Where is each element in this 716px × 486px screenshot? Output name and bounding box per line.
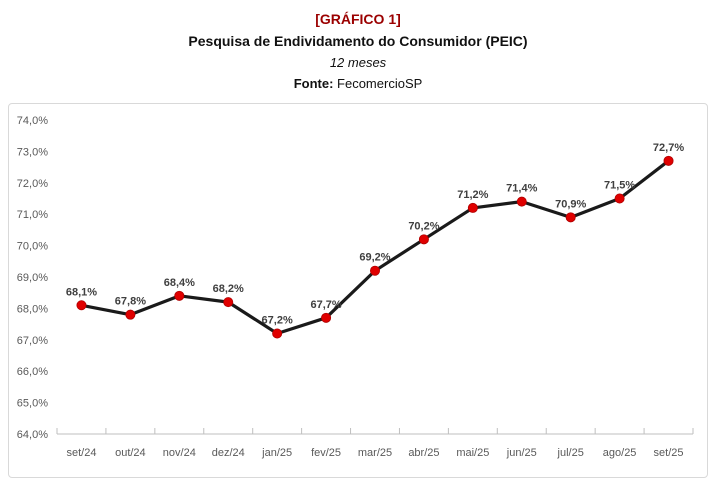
x-tick-label: mar/25 [358,447,392,459]
data-point-label: 67,8% [115,296,146,308]
x-tick-label: nov/24 [163,447,196,459]
data-point [76,300,87,311]
data-point-label: 68,4% [164,277,195,289]
y-tick-label: 64,0% [17,429,48,441]
chart-title: Pesquisa de Endividamento do Consumidor … [188,33,528,49]
chart-tag: [GRÁFICO 1] [315,11,401,27]
x-tick-label: set/24 [66,447,96,459]
source-label: Fonte: [293,76,334,91]
x-tick-label: set/25 [654,447,684,459]
y-tick-label: 65,0% [17,398,48,410]
y-tick-label: 69,0% [17,272,48,284]
data-point [516,196,527,207]
data-point-label: 71,2% [457,189,488,201]
x-tick-label: jul/25 [557,447,584,459]
x-tick-label: dez/24 [212,447,245,459]
data-point [369,265,380,276]
chart-header: [GRÁFICO 1] Pesquisa de Endividamento do… [0,8,716,94]
x-tick-label: out/24 [115,447,146,459]
x-tick-label: mai/25 [456,447,489,459]
chart-source: Fonte: FecomercioSP [0,73,716,94]
x-tick-label: jun/25 [506,447,537,459]
y-tick-label: 67,0% [17,335,48,347]
source-value: FecomercioSP [333,76,423,91]
y-tick-label: 73,0% [17,146,48,158]
data-point [272,328,283,339]
y-tick-label: 68,0% [17,303,48,315]
line-chart-svg: 64,0% 65,0% 66,0% 67,0% 68,0% 69,0% 70,0% 71,0%… [17,115,694,459]
data-point-label: 72,7% [653,142,684,154]
data-point-label: 67,2% [262,315,293,327]
data-point-label: 69,2% [359,252,390,264]
data-point [418,234,429,245]
x-tick-label: ago/25 [603,447,637,459]
chart-line [79,159,671,336]
data-point-label: 68,1% [66,286,97,298]
y-tick-label: 70,0% [17,241,48,253]
data-point [174,290,185,301]
line-chart: 64,0% 65,0% 66,0% 67,0% 68,0% 69,0% 70,0% 71,0%… [8,103,708,478]
y-tick-label: 66,0% [17,366,48,378]
y-tick-label: 71,0% [17,209,48,221]
data-point [565,212,576,223]
data-point-label: 71,5% [604,180,635,192]
x-tick-label: abr/25 [408,447,439,459]
data-point-label: 70,9% [555,198,586,210]
data-point [321,312,332,323]
y-tick-label: 72,0% [17,178,48,190]
data-point [467,202,478,213]
chart-subtitle: 12 meses [329,55,387,70]
data-point-label: 70,2% [408,220,439,232]
y-tick-label: 74,0% [17,115,48,127]
data-point [223,297,234,308]
data-point [614,193,625,204]
data-point-label: 67,7% [310,299,341,311]
data-point [663,155,674,166]
data-point-label: 68,2% [213,283,244,295]
data-point [125,309,136,320]
x-tick-label: fev/25 [311,447,341,459]
x-tick-label: jan/25 [261,447,292,459]
data-point-label: 71,4% [506,183,537,195]
